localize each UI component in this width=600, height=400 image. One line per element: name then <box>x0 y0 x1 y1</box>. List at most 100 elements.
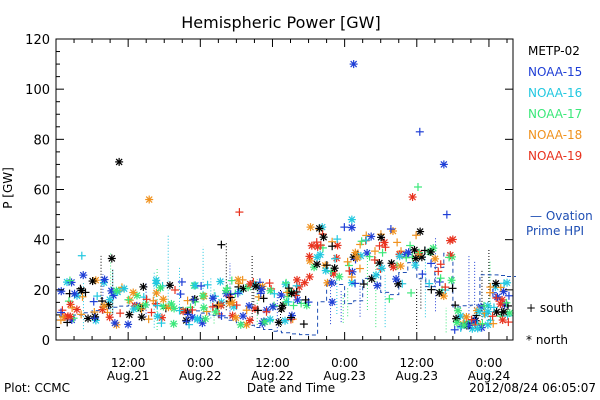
data-point <box>63 318 72 327</box>
data-point <box>316 241 325 250</box>
x-tick-label-date: Aug.21 <box>107 369 150 383</box>
data-point <box>152 288 161 297</box>
x-tick-label-time: 0:00 <box>187 356 214 370</box>
data-point <box>69 314 78 323</box>
data-point <box>370 255 379 264</box>
x-tick-label-date: Aug.23 <box>396 369 439 383</box>
data-point <box>436 274 445 283</box>
data-point <box>478 319 487 328</box>
data-point <box>322 261 331 270</box>
data-point <box>251 282 260 291</box>
data-point <box>129 305 138 314</box>
data-point <box>347 223 356 232</box>
data-point <box>411 254 420 263</box>
data-point <box>411 261 420 270</box>
data-point <box>239 312 248 321</box>
data-point <box>416 227 425 236</box>
marker-legend: + south * north <box>526 301 573 347</box>
model-label-line1: — Ovation <box>530 209 593 223</box>
data-point <box>312 260 321 269</box>
data-point <box>420 246 429 255</box>
data-point <box>183 296 192 305</box>
plot-credit: Plot: CCMC <box>4 381 70 395</box>
data-point <box>78 292 87 301</box>
data-point <box>489 303 498 312</box>
data-point <box>328 242 337 251</box>
data-point <box>79 271 88 280</box>
data-point <box>439 292 448 301</box>
data-point <box>115 157 124 166</box>
data-point <box>356 251 365 260</box>
data-point <box>287 311 296 320</box>
data-point <box>305 252 314 261</box>
x-tick-label-time: 0:00 <box>331 356 358 370</box>
data-point <box>467 315 476 324</box>
data-point <box>351 279 360 288</box>
data-point <box>175 306 184 315</box>
data-point <box>441 283 450 292</box>
data-point <box>66 312 75 321</box>
x-tick-label-date: Aug.24 <box>468 369 511 383</box>
data-point <box>183 310 192 319</box>
data-point <box>353 253 362 262</box>
data-point <box>321 266 330 275</box>
data-point <box>277 291 286 300</box>
data-point <box>340 223 349 232</box>
data-point <box>293 295 302 304</box>
data-point <box>287 289 296 298</box>
y-tick-label: 60 <box>33 184 50 199</box>
x-tick-label-date: Aug.23 <box>323 369 366 383</box>
y-axis-label: P [GW] <box>1 167 15 209</box>
data-point <box>100 275 109 284</box>
data-point <box>505 309 514 318</box>
data-point <box>496 300 505 309</box>
data-point <box>389 263 398 272</box>
data-point <box>504 318 513 327</box>
data-point <box>328 298 337 307</box>
data-point <box>431 254 440 263</box>
data-point <box>504 291 513 300</box>
data-point <box>426 247 435 256</box>
data-point <box>408 193 417 202</box>
data-point <box>144 315 153 324</box>
data-point <box>347 215 356 224</box>
data-point <box>110 319 119 328</box>
data-point <box>367 232 376 241</box>
data-point <box>427 259 436 268</box>
data-point <box>262 307 271 316</box>
data-point <box>77 310 86 319</box>
data-point <box>425 279 434 288</box>
data-point <box>496 283 505 292</box>
data-point <box>442 210 451 219</box>
x-tick-label-time: 12:00 <box>111 356 146 370</box>
data-point <box>435 277 444 286</box>
data-point <box>68 303 77 312</box>
data-point <box>191 281 200 290</box>
data-point <box>208 294 217 303</box>
data-point <box>332 254 341 263</box>
data-point <box>486 283 495 292</box>
data-point <box>305 272 314 281</box>
legend-entry: NOAA-17 <box>528 107 582 121</box>
data-point <box>211 307 220 316</box>
data-point <box>157 319 166 328</box>
data-point <box>392 275 401 284</box>
plot-area: 02040608010012012:00Aug.210:00Aug.2212:0… <box>25 33 516 383</box>
data-point <box>59 313 68 322</box>
data-point <box>176 290 185 299</box>
data-point <box>147 308 156 317</box>
data-point <box>299 320 308 329</box>
data-point <box>57 308 66 317</box>
data-point <box>93 292 102 301</box>
data-point <box>142 295 151 304</box>
data-point <box>274 318 283 327</box>
data-point <box>124 320 133 329</box>
data-point <box>189 295 198 304</box>
chart-title: Hemispheric Power [GW] <box>181 13 380 32</box>
legend-entry: NOAA-16 <box>528 86 582 100</box>
data-point <box>307 241 316 250</box>
x-tick-label-date: Aug.22 <box>179 369 222 383</box>
data-point <box>216 277 225 286</box>
data-point <box>488 312 497 321</box>
